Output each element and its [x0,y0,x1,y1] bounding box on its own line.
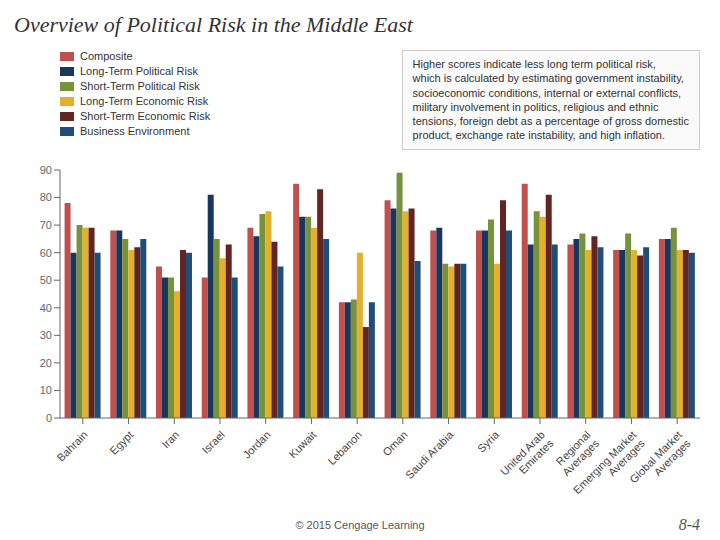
svg-text:Bahrain: Bahrain [54,428,89,463]
svg-text:Emerging MarketAverages: Emerging MarketAverages [571,428,648,505]
svg-text:Kuwait: Kuwait [287,428,319,460]
svg-text:Lebanon: Lebanon [325,428,364,467]
svg-text:80: 80 [40,191,52,203]
svg-text:United ArabEmirates: United ArabEmirates [498,428,556,486]
svg-text:Global MarketAverages: Global MarketAverages [627,428,693,494]
svg-text:Syria: Syria [475,428,502,455]
svg-text:90: 90 [40,164,52,176]
svg-text:30: 30 [40,329,52,341]
svg-text:60: 60 [40,247,52,259]
svg-text:40: 40 [40,302,52,314]
svg-text:Jordan: Jordan [240,428,272,460]
svg-text:0: 0 [46,412,52,424]
svg-text:10: 10 [40,384,52,396]
svg-text:Oman: Oman [380,428,410,458]
svg-text:Iran: Iran [159,428,181,450]
svg-text:50: 50 [40,274,52,286]
svg-text:Israel: Israel [199,428,227,456]
svg-text:70: 70 [40,219,52,231]
svg-text:Egypt: Egypt [107,428,135,456]
svg-text:Saudi Arabia: Saudi Arabia [403,428,456,481]
svg-text:20: 20 [40,357,52,369]
